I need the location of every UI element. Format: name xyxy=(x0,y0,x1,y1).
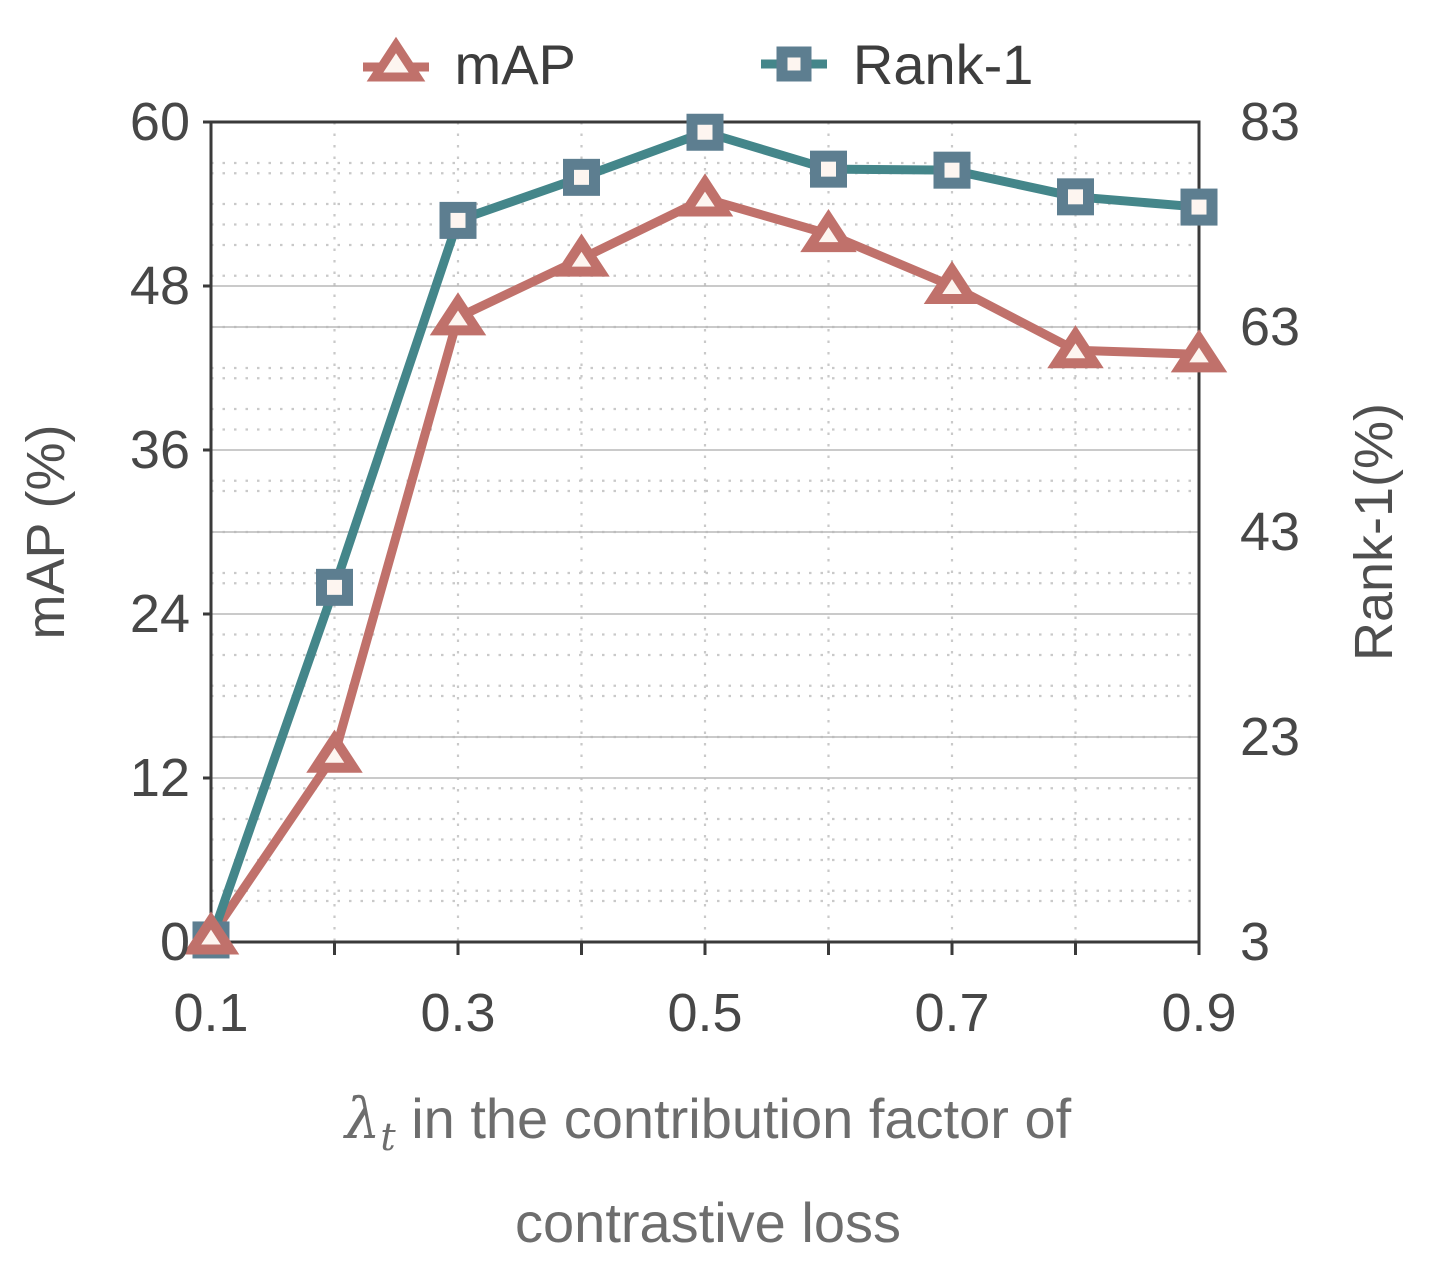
data-point-mAP xyxy=(182,911,240,955)
x-axis-title-text: in the contribution factor of xyxy=(395,1087,1072,1150)
data-point-Rank-1 xyxy=(1180,188,1218,226)
y-tick-label-left: 60 xyxy=(129,92,190,152)
legend-item-map: mAP xyxy=(362,32,576,97)
rank1-square-line-icon xyxy=(760,46,827,82)
y-tick-label-right: 63 xyxy=(1240,297,1301,357)
legend-item-rank1: Rank-1 xyxy=(760,32,1034,97)
y-tick-label-left: 36 xyxy=(129,420,190,480)
left-axis-title: mAP (%) xyxy=(16,424,76,640)
x-tick-label: 0.3 xyxy=(420,983,496,1043)
data-point-mAP xyxy=(553,233,610,277)
data-point-Rank-1 xyxy=(810,150,847,188)
data-point-Rank-1 xyxy=(686,113,724,151)
legend-label-rank1: Rank-1 xyxy=(852,32,1034,96)
map-triangle-line-icon xyxy=(362,36,429,82)
y-tick-label-left: 48 xyxy=(129,256,190,316)
x-tick-label: 0.1 xyxy=(173,983,249,1043)
data-point-mAP xyxy=(429,292,487,336)
data-point-mAP xyxy=(676,173,734,217)
x-tick-label: 0.5 xyxy=(667,983,743,1043)
y-tick-label-right: 3 xyxy=(1240,912,1271,972)
y-tick-label-right: 83 xyxy=(1240,92,1301,152)
data-point-mAP xyxy=(1170,329,1228,373)
x-tick-label: 0.9 xyxy=(1161,983,1237,1043)
x-tick-label: 0.7 xyxy=(914,983,990,1043)
lambda-subscript: t xyxy=(380,1115,396,1160)
data-point-mAP xyxy=(800,208,857,253)
y-tick-label-right: 43 xyxy=(1240,502,1301,562)
y-tick-label-left: 24 xyxy=(129,584,190,644)
data-point-Rank-1 xyxy=(1057,178,1094,216)
y-tick-label-left: 12 xyxy=(129,748,190,808)
data-point-Rank-1 xyxy=(563,158,600,196)
data-point-Rank-1 xyxy=(933,151,971,189)
data-point-Rank-1 xyxy=(316,568,353,606)
lambda-symbol: λ xyxy=(344,1087,381,1152)
y-tick-label-left: 0 xyxy=(159,912,190,972)
data-point-mAP xyxy=(923,260,981,304)
x-axis-title-line1: λt in the contribution factor of xyxy=(118,1076,1298,1180)
data-point-mAP xyxy=(1047,325,1104,369)
legend-label-map: mAP xyxy=(454,32,576,96)
y-tick-label-right: 23 xyxy=(1240,707,1301,767)
legend: mAP Rank-1 xyxy=(0,26,1436,102)
x-axis-title-line2: contrastive loss xyxy=(515,1191,901,1255)
data-point-mAP xyxy=(306,729,363,773)
data-point-Rank-1 xyxy=(439,201,477,239)
x-axis-title: λt in the contribution factor of contras… xyxy=(118,1076,1298,1266)
